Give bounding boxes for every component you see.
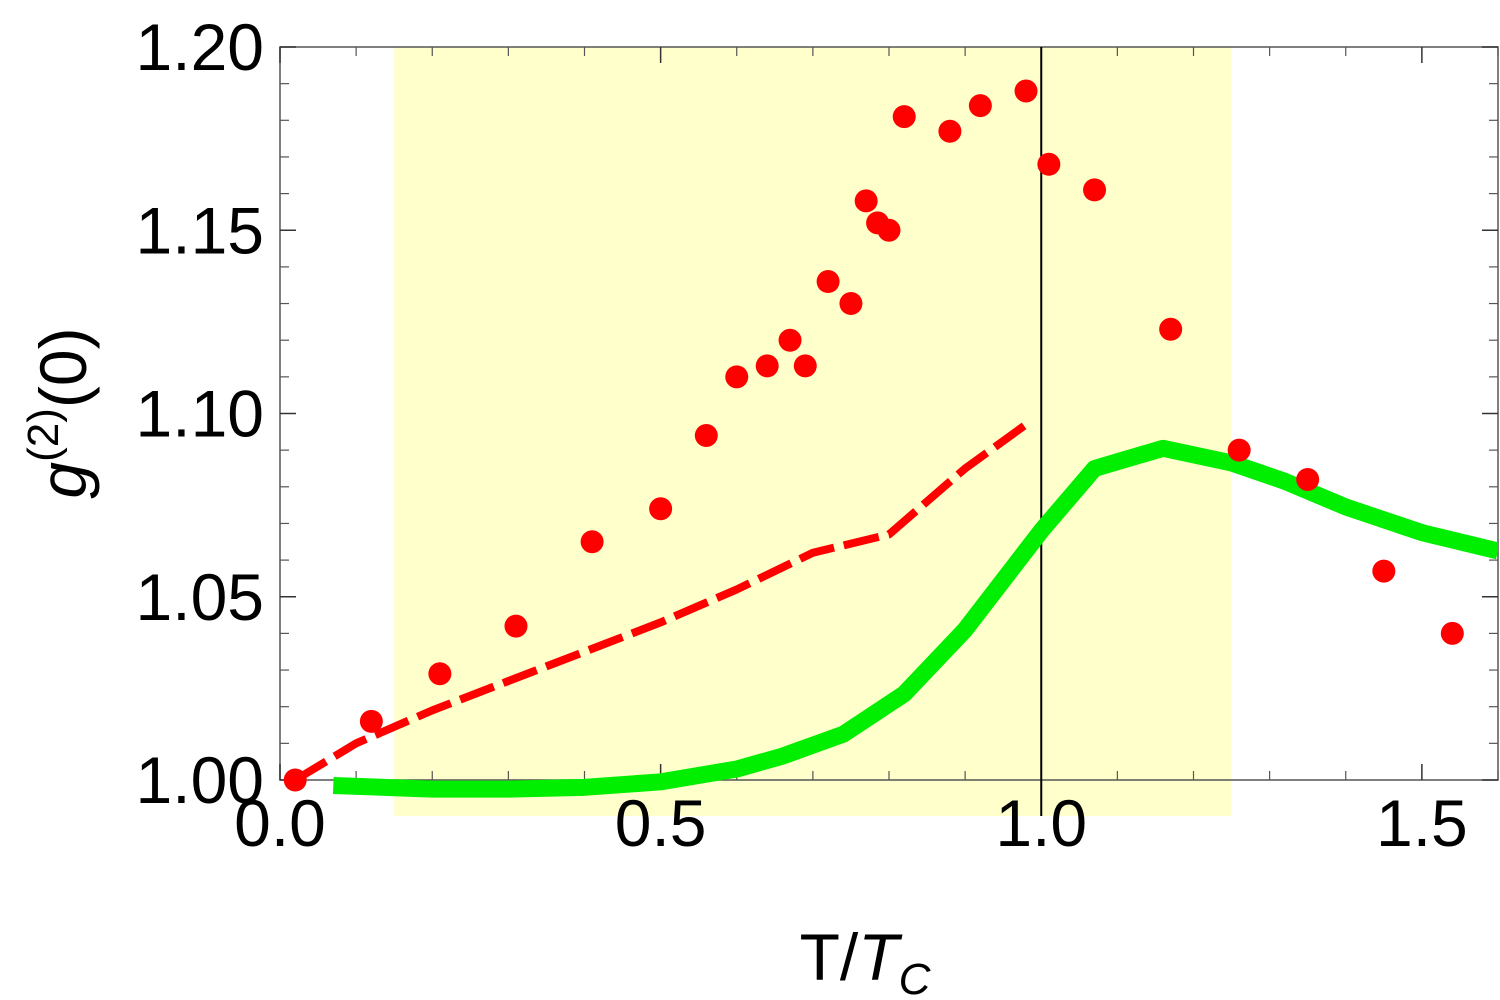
- data-point: [283, 768, 307, 792]
- data-point: [694, 423, 718, 447]
- data-point: [968, 94, 992, 118]
- data-point: [428, 662, 452, 686]
- data-point: [1372, 559, 1396, 583]
- data-point: [1014, 79, 1038, 103]
- data-point: [359, 709, 383, 733]
- data-point: [1440, 621, 1464, 645]
- data-point: [1083, 178, 1107, 202]
- data-point: [854, 189, 878, 213]
- data-point: [580, 530, 604, 554]
- data-point: [892, 105, 916, 129]
- y-tick-label: 1.05: [136, 560, 264, 634]
- data-point: [1227, 438, 1251, 462]
- data-point: [649, 497, 673, 521]
- y-tick-label: 1.00: [136, 743, 264, 817]
- data-point: [839, 292, 863, 316]
- y-tick-label: 1.15: [136, 193, 264, 267]
- data-point: [816, 270, 840, 294]
- x-axis-label: T/TC: [800, 920, 932, 1000]
- tick-labels-layer: 0.0 0.5 1.0 1.5 1.00 1.05 1.10 1.15 1.20: [136, 10, 1468, 860]
- points-layer: [283, 79, 1464, 792]
- y-tick-label: 1.20: [136, 10, 264, 84]
- data-point: [1037, 152, 1061, 176]
- green-solid-curve: [332, 439, 1498, 798]
- data-point: [778, 328, 802, 352]
- y-axis-label: g(2)(0): [19, 327, 100, 498]
- x-tick-label: 1.5: [1376, 786, 1468, 860]
- red-dashed-curve: [293, 421, 1029, 784]
- series-layer: [293, 421, 1498, 798]
- x-tick-label: 1.0: [995, 786, 1087, 860]
- data-point: [504, 614, 528, 638]
- data-point: [938, 119, 962, 143]
- shaded-region-layer: [394, 47, 1232, 816]
- x-tick-label: 0.5: [615, 786, 707, 860]
- axes-layer: [279, 46, 1499, 816]
- data-point: [877, 218, 901, 242]
- data-point: [1296, 467, 1320, 491]
- data-point: [1159, 317, 1183, 341]
- data-point: [755, 354, 779, 378]
- x-tick-label: 0.0: [234, 786, 326, 860]
- y-tick-label: 1.10: [136, 377, 264, 451]
- shaded-region: [394, 47, 1232, 816]
- data-point: [725, 365, 749, 389]
- data-point: [793, 354, 817, 378]
